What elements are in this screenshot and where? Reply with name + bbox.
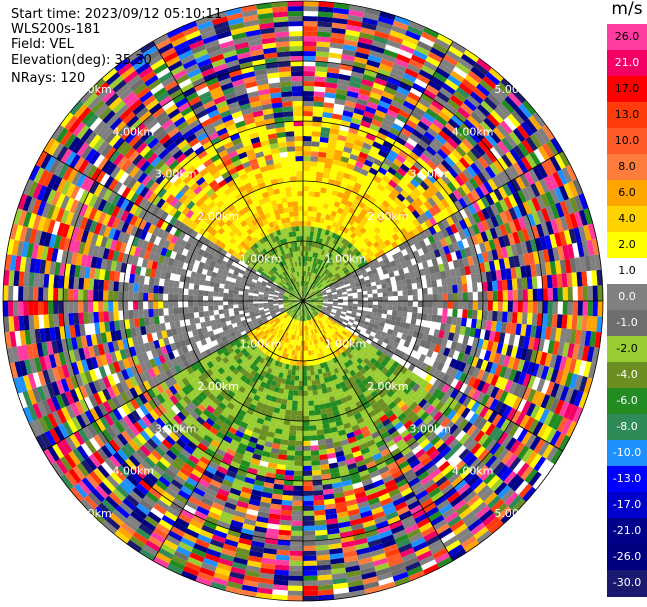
colorbar-segment bbox=[607, 466, 647, 493]
range-ring-label: 1.00km bbox=[325, 253, 367, 266]
colorbar-segment bbox=[607, 258, 647, 285]
colorbar-tick-label: 4.0 bbox=[607, 213, 647, 225]
range-ring-label: 4.00km bbox=[452, 465, 494, 478]
azimuth-spoke bbox=[302, 300, 564, 452]
range-ring-label: 3.00km bbox=[409, 168, 451, 181]
range-ring-label: 4.00km bbox=[113, 125, 155, 138]
colorbar-segment bbox=[607, 570, 647, 597]
colorbar-tick-label: -4.0 bbox=[607, 369, 647, 381]
colorbar-segment bbox=[607, 492, 647, 519]
range-ring-label: 5.00km bbox=[70, 507, 112, 520]
colorbar-tick-label: -10.0 bbox=[607, 447, 647, 459]
colorbar-tick-label: -6.0 bbox=[607, 395, 647, 407]
colorbar-segment bbox=[607, 154, 647, 181]
azimuth-spoke bbox=[152, 300, 304, 562]
colorbar-segment bbox=[607, 414, 647, 441]
range-ring-label: 5.00km bbox=[494, 507, 536, 520]
range-ring-label: 3.00km bbox=[155, 422, 197, 435]
colorbar-segment bbox=[607, 128, 647, 155]
colorbar-tick-label: -30.0 bbox=[607, 577, 647, 589]
colorbar-segment bbox=[607, 232, 647, 259]
colorbar-tick-label: 2.0 bbox=[607, 239, 647, 251]
range-ring-label: 2.00km bbox=[367, 380, 409, 393]
colorbar-segment bbox=[607, 102, 647, 129]
azimuth-spoke bbox=[42, 150, 304, 302]
azimuth-spoke bbox=[42, 300, 304, 452]
instrument-label: WLS200s-181 bbox=[11, 22, 100, 37]
azimuth-spoke bbox=[302, 300, 454, 562]
field-label: Field: VEL bbox=[11, 37, 74, 52]
colorbar-segment bbox=[607, 310, 647, 337]
colorbar-tick-label: 13.0 bbox=[607, 109, 647, 121]
range-ring-label: 3.00km bbox=[409, 422, 451, 435]
colorbar-tick-label: 1.0 bbox=[607, 265, 647, 277]
colorbar-tick-label: 26.0 bbox=[607, 31, 647, 43]
colorbar-segment bbox=[607, 388, 647, 415]
colorbar-tick-label: 0.0 bbox=[607, 291, 647, 303]
colorbar-tick-label: -1.0 bbox=[607, 317, 647, 329]
colorbar-segment bbox=[607, 544, 647, 571]
colorbar-tick-label: -21.0 bbox=[607, 525, 647, 537]
range-ring-label: 5.00km bbox=[70, 83, 112, 96]
range-ring-label: 1.00km bbox=[240, 337, 282, 350]
colorbar-segment bbox=[607, 518, 647, 545]
colorbar-tick-label: -2.0 bbox=[607, 343, 647, 355]
colorbar-tick-label: 17.0 bbox=[607, 83, 647, 95]
colorbar-segment bbox=[607, 206, 647, 233]
colorbar-segment bbox=[607, 362, 647, 389]
range-ring-label: 1.00km bbox=[240, 253, 282, 266]
colorbar-segment bbox=[607, 24, 647, 51]
colorbar-unit: m/s bbox=[607, 0, 647, 19]
colorbar-segment bbox=[607, 284, 647, 311]
range-ring-label: 2.00km bbox=[197, 210, 239, 223]
colorbar: 26.0 21.0 17.0 13.0 10.0 8.0 6.0 4.0 2.0 1.0 0.0 -1… bbox=[607, 24, 647, 597]
colorbar-tick-label: -17.0 bbox=[607, 499, 647, 511]
velocity-field bbox=[3, 1, 603, 601]
colorbar-tick-label: 21.0 bbox=[607, 57, 647, 69]
colorbar-tick-label: 10.0 bbox=[607, 135, 647, 147]
range-ring-label: 2.00km bbox=[197, 380, 239, 393]
azimuth-spoke bbox=[302, 150, 564, 302]
colorbar-tick-label: 8.0 bbox=[607, 161, 647, 173]
colorbar-tick-label: -13.0 bbox=[607, 473, 647, 485]
elevation-label: Elevation(deg): 35.30 bbox=[11, 53, 152, 68]
range-ring-label: 4.00km bbox=[452, 125, 494, 138]
colorbar-segment bbox=[607, 50, 647, 77]
range-ring-label: 1.00km bbox=[325, 337, 367, 350]
colorbar-tick-label: -8.0 bbox=[607, 421, 647, 433]
range-ring-label: 4.00km bbox=[113, 465, 155, 478]
range-ring-label: 2.00km bbox=[367, 210, 409, 223]
azimuth-spoke bbox=[302, 40, 454, 302]
azimuth-spoke bbox=[152, 40, 304, 302]
start-time-label: Start time: 2023/09/12 05:10:11 bbox=[11, 7, 222, 22]
colorbar-segment bbox=[607, 76, 647, 103]
colorbar-segment bbox=[607, 440, 647, 467]
range-ring-label: 3.00km bbox=[155, 168, 197, 181]
colorbar-tick-label: -26.0 bbox=[607, 551, 647, 563]
colorbar-segment bbox=[607, 336, 647, 363]
nrays-label: NRays: 120 bbox=[11, 71, 85, 86]
colorbar-tick-label: 6.0 bbox=[607, 187, 647, 199]
colorbar-segment bbox=[607, 180, 647, 207]
range-ring-label: 5.00km bbox=[494, 83, 536, 96]
